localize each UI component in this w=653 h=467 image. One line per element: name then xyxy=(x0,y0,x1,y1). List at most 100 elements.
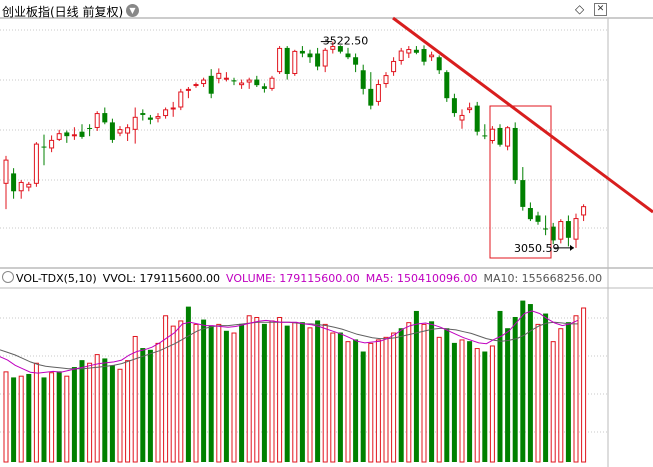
volume-bar-14 xyxy=(109,365,115,462)
candle-body-28 xyxy=(216,72,222,79)
candle-body-52 xyxy=(398,50,404,61)
volume-bar-35 xyxy=(269,320,275,463)
volume-bar-9 xyxy=(71,367,77,462)
volume-bar-72 xyxy=(550,341,556,463)
candle-body-27 xyxy=(208,75,214,94)
vvol-value: VVOL: 179115600.00 xyxy=(102,272,221,285)
candle-body-59 xyxy=(451,98,457,114)
ma5-line xyxy=(0,310,578,374)
volume-bar-73 xyxy=(558,328,564,463)
volume-header: VOL-TDX(5,10) VVOL: 179115600.00 VOLUME: 1… xyxy=(0,270,653,288)
volume-bar-61 xyxy=(467,341,473,462)
candle-body-60 xyxy=(459,114,465,121)
high-price-label: 3522.50 xyxy=(323,35,369,48)
volume-bar-12 xyxy=(94,354,100,463)
volume-bar-64 xyxy=(489,345,495,463)
volume-bar-53 xyxy=(406,322,412,463)
candle-body-2 xyxy=(18,181,24,192)
volume-bar-43 xyxy=(330,332,336,463)
volume-bar-28 xyxy=(216,323,222,463)
volume-bar-58 xyxy=(444,328,450,462)
volume-bar-47 xyxy=(360,351,366,462)
candle-body-43 xyxy=(330,46,336,50)
vol-indicator-label[interactable]: VOL-TDX(5,10) xyxy=(16,272,97,285)
volume-bar-4 xyxy=(33,362,39,463)
volume-bar-18 xyxy=(140,348,146,462)
volume-toggle-icon[interactable] xyxy=(2,271,14,283)
volume-bar-75 xyxy=(573,315,579,463)
volume-bar-6 xyxy=(49,372,55,463)
candle-body-53 xyxy=(406,49,412,54)
volume-bar-13 xyxy=(102,358,108,462)
candle-body-13 xyxy=(102,113,108,123)
volume-bar-66 xyxy=(505,328,511,462)
volume-bar-55 xyxy=(421,323,427,463)
candle-body-72 xyxy=(550,226,556,241)
volume-value: VOLUME: 179115600.00 xyxy=(226,272,360,285)
volume-bar-7 xyxy=(56,371,62,462)
volume-bar-21 xyxy=(163,315,169,463)
candle-body-56 xyxy=(429,54,435,58)
candle-body-11 xyxy=(87,127,93,129)
volume-bar-71 xyxy=(543,313,549,462)
volume-bar-69 xyxy=(527,304,533,462)
volume-bar-5 xyxy=(41,377,47,462)
candle-body-0 xyxy=(3,159,9,184)
candle-body-5 xyxy=(41,146,47,148)
candle-body-71 xyxy=(543,228,549,230)
volume-bar-54 xyxy=(413,310,419,462)
volume-bar-59 xyxy=(451,342,457,462)
candle-body-64 xyxy=(489,128,495,142)
highlight-box xyxy=(489,105,552,259)
candle-body-10 xyxy=(79,131,85,137)
candle-body-55 xyxy=(421,49,427,62)
candle-body-24 xyxy=(185,88,191,91)
volume-bar-17 xyxy=(132,335,138,463)
candle-body-45 xyxy=(345,53,351,58)
candle-body-8 xyxy=(64,132,70,137)
volume-bar-8 xyxy=(64,375,70,463)
candle-body-21 xyxy=(163,109,169,117)
trend-line xyxy=(392,16,653,214)
candle-body-38 xyxy=(292,50,298,74)
candle-body-3 xyxy=(26,183,32,188)
candle-body-47 xyxy=(360,70,366,89)
candle-body-50 xyxy=(383,75,389,85)
candle-body-54 xyxy=(413,49,419,53)
volume-bar-2 xyxy=(18,375,24,463)
volume-bar-37 xyxy=(284,325,290,462)
volume-bar-60 xyxy=(459,339,465,463)
candle-body-74 xyxy=(565,221,571,238)
candle-body-18 xyxy=(140,113,146,115)
volume-bar-11 xyxy=(87,362,93,463)
candle-body-44 xyxy=(337,46,343,52)
candle-body-34 xyxy=(261,86,267,89)
volume-bar-19 xyxy=(147,349,153,462)
volume-bar-1 xyxy=(11,377,17,462)
candle-body-4 xyxy=(33,143,39,184)
candle-body-68 xyxy=(520,180,526,207)
low-marker-arrow xyxy=(570,244,574,251)
volume-bar-39 xyxy=(299,322,305,462)
volume-bar-31 xyxy=(239,323,245,462)
candle-body-37 xyxy=(284,47,290,74)
candle-body-46 xyxy=(353,57,359,65)
candle-body-67 xyxy=(512,127,518,181)
candle-body-31 xyxy=(239,82,245,86)
volume-bar-0 xyxy=(3,371,9,463)
volume-bar-45 xyxy=(345,341,351,463)
candle-body-76 xyxy=(581,206,587,216)
volume-bar-67 xyxy=(512,316,518,462)
volume-bar-38 xyxy=(292,322,298,463)
chevron-down-icon[interactable]: ▼ xyxy=(126,4,139,17)
candle-body-32 xyxy=(246,79,252,83)
candle-body-49 xyxy=(375,84,381,102)
close-icon[interactable]: ✕ xyxy=(594,3,607,16)
candle-body-1 xyxy=(11,173,17,192)
diamond-icon[interactable]: ◇ xyxy=(575,2,585,16)
candle-body-15 xyxy=(117,129,123,134)
volume-bar-74 xyxy=(565,322,571,462)
candle-body-16 xyxy=(125,127,131,134)
candle-body-25 xyxy=(193,84,199,87)
candle-body-51 xyxy=(391,60,397,73)
